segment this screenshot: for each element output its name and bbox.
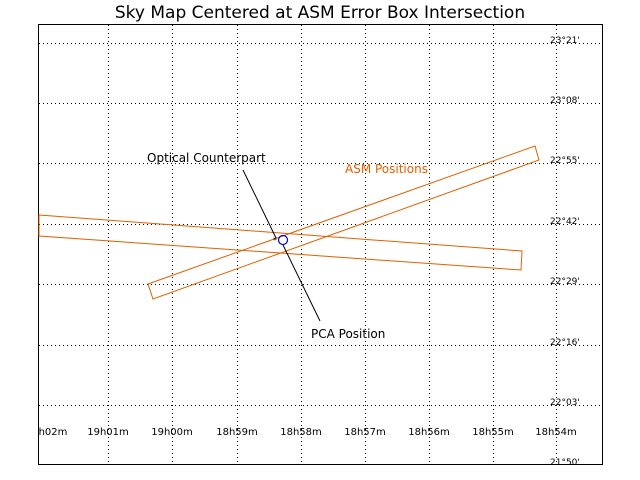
asm-error-boxes <box>39 146 539 299</box>
chart-title: Sky Map Centered at ASM Error Box Inters… <box>115 3 525 23</box>
pca-position-marker-icon <box>279 236 288 245</box>
optical-marker-icon: * <box>273 236 277 245</box>
ra-label: 19h00m <box>151 427 193 438</box>
dec-label: 22°29' <box>550 277 580 287</box>
optical-counterpart-label: Optical Counterpart <box>147 151 266 165</box>
ra-label: 18h57m <box>344 427 386 438</box>
asm-error-box-2 <box>148 146 539 299</box>
dec-label: 22°03' <box>550 398 580 408</box>
ra-label: h02m <box>39 427 68 438</box>
ra-label: 19h01m <box>87 427 129 438</box>
ra-label: 18h56m <box>408 427 450 438</box>
dec-label: 23°21' <box>550 36 580 46</box>
dec-label: 22°55' <box>550 156 580 166</box>
ra-label: 18h59m <box>216 427 258 438</box>
pca-position-label: PCA Position <box>311 327 385 341</box>
asm-error-box-1 <box>39 215 522 270</box>
dec-label: 23°08' <box>550 96 580 106</box>
plot-frame <box>39 25 603 465</box>
asm-positions-label: ASM Positions <box>345 162 428 176</box>
dec-label: 22°42' <box>550 217 580 227</box>
ra-label: 18h54m <box>535 427 577 438</box>
dec-axis-labels: 23°21' 23°08' 22°55' 22°42' 22°29' 22°16… <box>550 36 580 468</box>
optical-pointer-line <box>243 170 276 238</box>
dec-label: 21°50' <box>550 458 580 468</box>
dec-label: 22°16' <box>550 338 580 348</box>
ra-axis-labels: h02m 19h01m 19h00m 18h59m 18h58m 18h57m … <box>39 427 577 438</box>
ra-label: 18h55m <box>472 427 514 438</box>
ra-label: 18h58m <box>280 427 322 438</box>
coordinate-grid <box>39 25 602 464</box>
